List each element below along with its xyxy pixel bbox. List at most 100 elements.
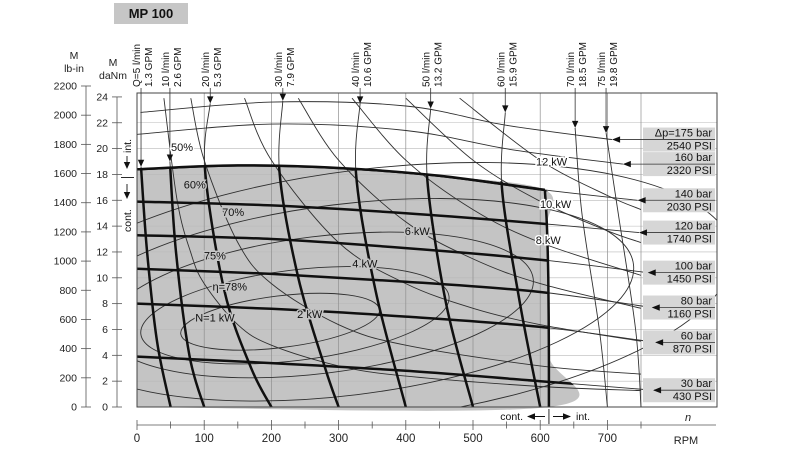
svg-text:700: 700 xyxy=(598,433,617,445)
pressure-label-140bar-psi: 2030 PSI xyxy=(667,201,712,213)
svg-text:0: 0 xyxy=(102,402,108,414)
flow-label-60lmin-gpm: 15.9 GPM xyxy=(508,42,519,87)
torque-axis-lbin: 0 200 400 600 800 1000 1200 1400 1600 1800 2000 220… xyxy=(54,80,91,414)
power-label-4kw: 4 kW xyxy=(352,258,378,270)
torque-axis-danm-header: M daNm xyxy=(91,57,135,83)
flow-labels: Q=5 l/min 1.3 GPM 10 l/min 2.6 GPM 20 l/min 5… xyxy=(132,42,620,167)
plot-border xyxy=(136,92,718,408)
int-torque-label: int. xyxy=(122,139,134,153)
torque-symbol: M xyxy=(69,50,79,62)
svg-text:500: 500 xyxy=(463,433,482,445)
svg-text:400: 400 xyxy=(59,343,77,355)
efficiency-contour-60 xyxy=(137,198,635,402)
flow-label-10lmin: 10 l/min xyxy=(161,52,172,87)
svg-text:1600: 1600 xyxy=(54,168,78,180)
flow-curve-10lmin-cont xyxy=(168,165,206,408)
svg-text:2: 2 xyxy=(102,376,108,388)
speed-axis-unit: RPM xyxy=(674,435,698,447)
svg-text:24: 24 xyxy=(96,91,108,103)
pressure-label-30bar: 30 bar xyxy=(681,378,713,390)
flow-label-50lmin: 50 l/min xyxy=(422,52,433,87)
power-curve-2kw xyxy=(190,98,642,375)
svg-text:6: 6 xyxy=(102,324,108,336)
flow-label-20lmin-gpm: 5.3 GPM xyxy=(213,48,224,87)
pressure-label-120bar-psi: 1740 PSI xyxy=(667,234,712,246)
pressure-label-100bar: 100 bar xyxy=(675,261,713,273)
flow-label-40lmin: 40 l/min xyxy=(351,52,362,87)
pressure-label-120bar: 120 bar xyxy=(675,221,713,233)
power-label-6kw: 6 kW xyxy=(405,226,431,238)
speed-axis: 0 100 200 300 400 500 600 700 n RPM xyxy=(134,412,716,447)
left-int-cont-marker: int. cont. xyxy=(121,139,134,232)
svg-text:4: 4 xyxy=(102,350,108,362)
cont-torque-label: cont. xyxy=(122,209,134,232)
svg-text:0: 0 xyxy=(71,402,77,414)
flow-curve-40lmin-cont xyxy=(354,165,408,408)
efficiency-contour-70 xyxy=(137,231,534,379)
power-label-8kw: 8 kW xyxy=(536,235,562,247)
pressure-label-160bar-psi: 2320 PSI xyxy=(667,165,712,177)
pressure-curve-175bar xyxy=(140,101,613,141)
pressure-label-80bar-psi: 1160 PSI xyxy=(668,309,712,321)
pressure-label-100bar-psi: 1450 PSI xyxy=(667,274,712,286)
efficiency-label-50: 50% xyxy=(171,142,193,154)
svg-text:16: 16 xyxy=(96,195,108,207)
svg-text:600: 600 xyxy=(531,433,550,445)
flow-label-75lmin: 75 l/min xyxy=(597,52,608,87)
flow-label-10lmin-gpm: 2.6 GPM xyxy=(173,48,184,87)
power-label-1kw: N=1 kW xyxy=(195,313,235,325)
svg-text:200: 200 xyxy=(59,372,77,384)
flow-label-30lmin: 30 l/min xyxy=(274,52,285,87)
efficiency-label-70: 70% xyxy=(222,207,244,219)
flow-curve-60lmin-cont xyxy=(500,165,542,408)
power-curve-6kw xyxy=(297,97,642,309)
efficiency-label-75: 75% xyxy=(204,251,226,263)
svg-text:1200: 1200 xyxy=(54,226,78,238)
svg-text:20: 20 xyxy=(96,143,108,155)
flow-label-70lmin: 70 l/min xyxy=(566,52,577,87)
pressure-label-30bar-psi: 430 PSI xyxy=(673,391,712,403)
power-curve-8kw xyxy=(351,97,642,276)
pressure-label-60bar-psi: 870 PSI xyxy=(673,343,712,355)
svg-text:1400: 1400 xyxy=(54,197,78,209)
pressure-curve-160bar xyxy=(137,123,623,165)
svg-text:300: 300 xyxy=(329,433,348,445)
chart-title: MP 100 xyxy=(114,3,188,24)
flow-label-30lmin-gpm: 7.9 GPM xyxy=(286,48,297,87)
power-label-12kw: 12 kW xyxy=(536,156,568,168)
flow-curve-5lmin-cont xyxy=(139,166,172,408)
efficiency-contour-75 xyxy=(140,266,450,365)
flow-label-5lmin: Q=5 l/min xyxy=(132,44,143,87)
flow-label-40lmin-gpm: 10.6 GPM xyxy=(363,42,374,87)
svg-text:22: 22 xyxy=(96,117,108,129)
pressure-label-140bar: 140 bar xyxy=(675,188,713,200)
cont-region-label: cont. xyxy=(500,411,523,423)
bottom-cont-int-marker: cont. int. xyxy=(500,409,590,424)
flow-curve-30lmin-cont xyxy=(277,165,340,408)
svg-text:8: 8 xyxy=(102,298,108,310)
power-curve-1kw xyxy=(163,98,642,392)
flow-label-50lmin-gpm: 13.2 GPM xyxy=(434,42,445,87)
svg-text:10: 10 xyxy=(96,272,108,284)
torque-symbol: M xyxy=(108,57,118,69)
svg-text:100: 100 xyxy=(195,433,214,445)
flow-curve-75lmin xyxy=(605,133,642,407)
flow-curve-70lmin xyxy=(574,127,608,407)
svg-text:18: 18 xyxy=(96,169,108,181)
power-curve-4kw xyxy=(244,98,642,342)
svg-text:1800: 1800 xyxy=(54,139,78,151)
cont-region-right-edge xyxy=(543,189,551,408)
torque-axis-lbin-header: M lb-in xyxy=(52,50,96,76)
curve-value-labels: N=1 kW 2 kW 4 kW 6 kW 8 kW 10 kW 12 kW 50% 60% 70… xyxy=(170,141,574,327)
svg-text:2200: 2200 xyxy=(54,80,78,92)
svg-text:14: 14 xyxy=(96,221,108,233)
svg-text:400: 400 xyxy=(396,433,415,445)
power-label-2kw: 2 kW xyxy=(297,309,323,321)
svg-text:800: 800 xyxy=(59,285,77,297)
svg-text:600: 600 xyxy=(59,314,77,326)
cont-operating-region xyxy=(137,165,580,411)
